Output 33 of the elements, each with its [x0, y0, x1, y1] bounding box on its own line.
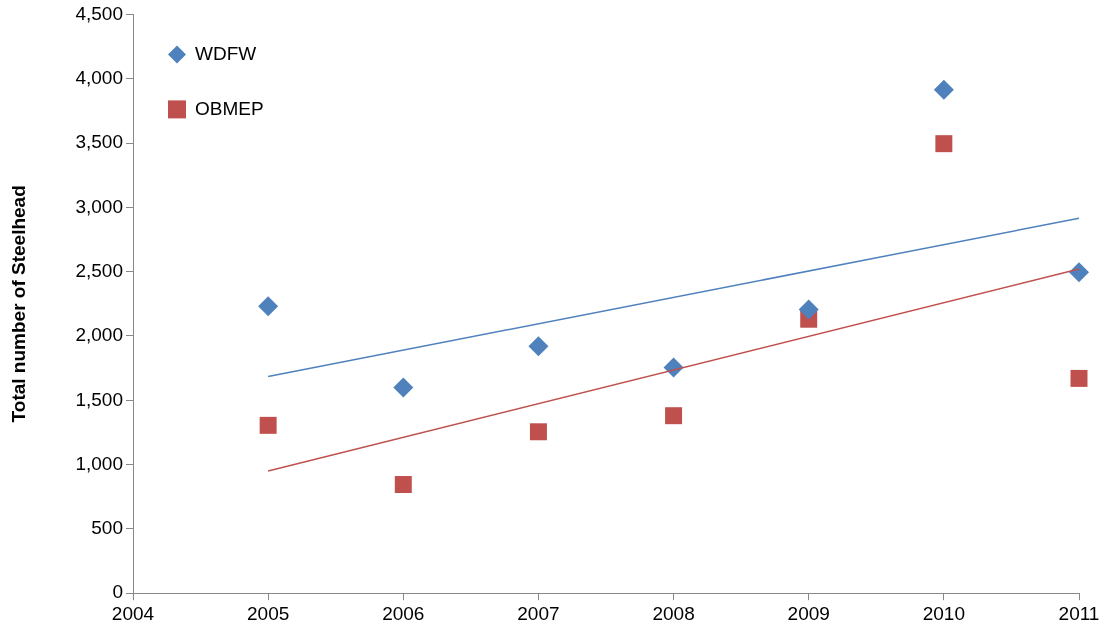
x-tick-label: 2007 [517, 602, 560, 624]
point [259, 416, 277, 434]
y-tick-label: 500 [91, 517, 123, 539]
point [665, 407, 683, 425]
legend-label: WDFW [195, 42, 257, 64]
point [1069, 262, 1089, 283]
point [528, 336, 549, 357]
y-tick-label: 2,500 [75, 259, 123, 281]
x-tick-label: 2005 [247, 602, 290, 624]
y-tick-label: 0 [112, 581, 123, 603]
point [1070, 369, 1088, 387]
x-tick-label: 2008 [652, 602, 695, 624]
y-tick-label: 1,000 [75, 452, 123, 474]
y-tick-label: 1,500 [75, 388, 123, 410]
x-tick-label: 2006 [382, 602, 425, 624]
x-tick-label: 2011 [1058, 602, 1100, 624]
point [258, 296, 279, 317]
y-axis-title: Total number of Steelhead [7, 185, 29, 423]
point [529, 423, 547, 441]
legend-label: OBMEP [195, 97, 264, 119]
x-tick-label: 2004 [111, 602, 155, 624]
y-tick-label: 4,000 [75, 66, 123, 88]
y-tick-label: 3,000 [75, 195, 123, 217]
point [394, 476, 412, 493]
point [935, 135, 953, 153]
y-tick-label: 2,000 [75, 324, 123, 346]
y-tick-label: 3,500 [75, 131, 123, 153]
x-tick-label: 2009 [787, 602, 830, 624]
x-tick-label: 2010 [922, 602, 965, 624]
y-tick-label: 4,500 [75, 2, 123, 24]
point [933, 79, 954, 100]
point [393, 377, 414, 398]
point [798, 299, 819, 320]
